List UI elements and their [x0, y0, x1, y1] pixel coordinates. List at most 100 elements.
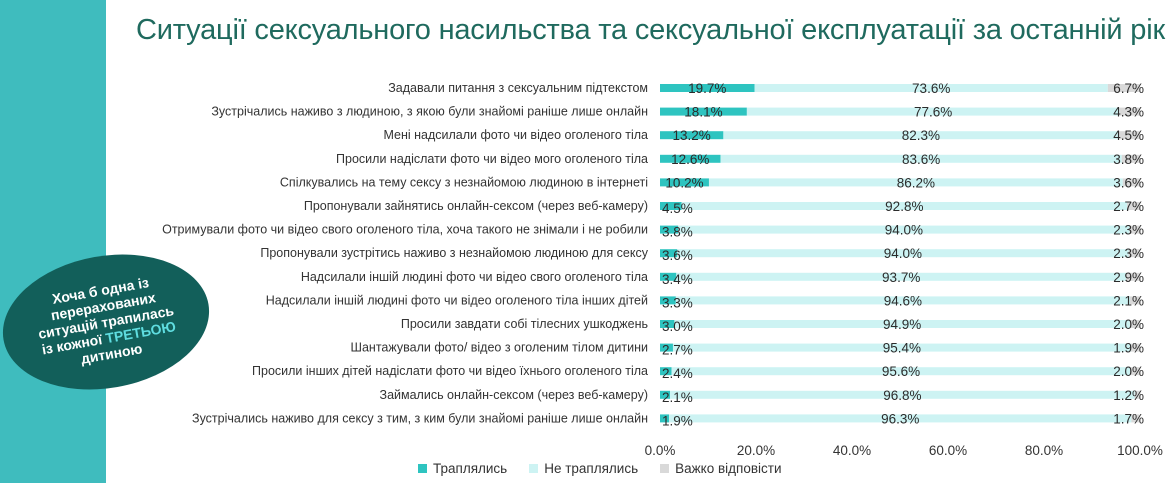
bar-segment-hard-to-answer — [1131, 414, 1140, 423]
data-label-not-happened: 82.3% — [902, 128, 940, 143]
data-label-not-happened: 86.2% — [897, 175, 935, 190]
bar-segment-not-happened — [746, 107, 1120, 116]
bar-segment-hard-to-answer — [1130, 343, 1140, 352]
legend: Траплялись Не траплялись Важко відповіст… — [418, 461, 782, 476]
x-tick-label: 60.0% — [929, 443, 967, 458]
legend-swatch-not-happened — [529, 464, 539, 473]
data-label-not-happened: 94.6% — [884, 293, 922, 308]
data-label-hard-to-answer: 2.1% — [1113, 293, 1144, 308]
data-label-not-happened: 94.0% — [885, 223, 923, 238]
side-accent-bar — [0, 0, 106, 483]
data-label-happened: 3.8% — [662, 225, 693, 240]
bar-segment-happened — [660, 178, 709, 187]
category-label: Спілкувались на тему сексу з незнайомою … — [280, 175, 648, 189]
legend-item-happened: Траплялись — [418, 461, 507, 476]
data-label-hard-to-answer: 4.5% — [1113, 128, 1144, 143]
legend-label-not-happened: Не траплялись — [544, 461, 639, 476]
bar-segment-happened — [660, 390, 671, 399]
bar-segment-not-happened — [720, 154, 1122, 163]
legend-swatch-happened — [418, 464, 427, 473]
bar-segment-happened — [660, 320, 675, 328]
bar-segment-happened — [660, 107, 747, 116]
data-label-not-happened: 95.4% — [883, 341, 921, 356]
bar-segment-not-happened — [723, 131, 1119, 140]
data-label-not-happened: 95.6% — [882, 364, 920, 379]
data-label-happened: 3.0% — [662, 319, 693, 334]
data-label-hard-to-answer: 2.3% — [1113, 223, 1144, 238]
legend-swatch-hard-to-answer — [660, 464, 670, 473]
bar-segment-not-happened — [675, 296, 1130, 305]
data-label-happened: 2.1% — [662, 390, 693, 405]
data-label-happened: 3.6% — [662, 248, 693, 263]
legend-item-not-happened: Не траплялись — [529, 461, 638, 476]
bar-segment-hard-to-answer — [1129, 296, 1140, 305]
data-label-happened: 12.6% — [671, 152, 709, 167]
bar-segment-not-happened — [672, 343, 1131, 352]
data-label-hard-to-answer: 2.3% — [1113, 246, 1144, 261]
data-label-happened: 10.2% — [665, 175, 703, 190]
bar-segment-happened — [660, 84, 755, 92]
category-label: Надсилали іншій людині фото чи відео сво… — [301, 270, 648, 284]
data-label-hard-to-answer: 1.9% — [1113, 341, 1144, 356]
data-label-not-happened: 96.8% — [883, 388, 921, 403]
category-label: Мені надсилали фото чи відео оголеного т… — [383, 128, 648, 142]
category-label: Пропонували зайнятись онлайн-сексом (чер… — [304, 199, 648, 213]
bar-segment-happened — [660, 343, 673, 352]
data-label-not-happened: 93.7% — [882, 270, 920, 285]
bar-segment-hard-to-answer — [1129, 320, 1140, 328]
bar-segment-hard-to-answer — [1134, 390, 1141, 399]
data-label-hard-to-answer: 1.7% — [1113, 411, 1144, 426]
data-label-happened: 3.3% — [662, 295, 693, 310]
bar-segment-hard-to-answer — [1121, 154, 1140, 163]
bar-segment-not-happened — [677, 249, 1129, 258]
data-label-happened: 2.7% — [662, 343, 693, 358]
bar-segment-hard-to-answer — [1107, 84, 1140, 92]
data-label-happened: 4.5% — [662, 201, 693, 216]
data-label-happened: 1.9% — [662, 413, 693, 428]
category-label: Надсилали іншій людині фото чи відео ого… — [266, 293, 648, 307]
bar-segment-not-happened — [676, 272, 1127, 281]
data-label-hard-to-answer: 2.0% — [1113, 317, 1144, 332]
bar-segment-happened — [660, 225, 679, 234]
bar-segment-happened — [660, 131, 724, 140]
data-label-happened: 19.7% — [688, 81, 726, 96]
category-label: Задавали питання з сексуальним підтексто… — [388, 81, 648, 95]
bar-segment-hard-to-answer — [1119, 107, 1140, 116]
category-label: Отримували фото чи відео свого оголеного… — [162, 223, 648, 237]
data-label-happened: 13.2% — [673, 128, 711, 143]
category-label: Пропонували зустрітись наживо з незнайом… — [260, 246, 648, 260]
data-label-not-happened: 77.6% — [914, 105, 952, 120]
data-label-not-happened: 83.6% — [902, 152, 940, 167]
data-label-not-happened: 96.3% — [881, 411, 919, 426]
bar-segment-happened — [660, 414, 670, 423]
legend-label-hard-to-answer: Важко відповісти — [675, 461, 782, 476]
data-label-hard-to-answer: 2.9% — [1113, 270, 1144, 285]
x-tick-label: 100.0% — [1117, 443, 1163, 458]
x-tick-label: 80.0% — [1025, 443, 1063, 458]
bar-segment-hard-to-answer — [1130, 367, 1140, 376]
bar-segment-not-happened — [669, 414, 1132, 423]
bar-segment-not-happened — [678, 225, 1130, 234]
data-label-happened: 3.4% — [662, 272, 693, 287]
data-label-happened: 18.1% — [684, 105, 722, 120]
category-label: Просили надіслати фото чи відео мого ого… — [336, 152, 648, 166]
legend-label-happened: Траплялись — [433, 461, 508, 476]
legend-item-hard-to-answer: Важко відповісти — [660, 461, 782, 476]
data-label-not-happened: 94.9% — [883, 317, 921, 332]
category-label: Просили інших дітей надіслати фото чи ві… — [252, 364, 648, 378]
category-label: Займались онлайн-сексом (через веб-камер… — [380, 388, 648, 402]
x-tick-label: 20.0% — [737, 443, 775, 458]
chart-title: Ситуації сексуального насильства та секс… — [136, 14, 1165, 46]
data-label-hard-to-answer: 3.6% — [1113, 175, 1144, 190]
data-label-hard-to-answer: 6.7% — [1113, 81, 1144, 96]
bar-segment-hard-to-answer — [1122, 178, 1140, 187]
data-label-hard-to-answer: 4.3% — [1113, 105, 1144, 120]
bar-segment-hard-to-answer — [1128, 249, 1140, 258]
bar-segment-not-happened — [674, 320, 1130, 328]
bar-segment-not-happened — [708, 178, 1123, 187]
bar-segment-happened — [660, 367, 672, 376]
bar-segment-not-happened — [754, 84, 1108, 92]
data-label-not-happened: 92.8% — [885, 199, 923, 214]
bar-segment-happened — [660, 154, 721, 163]
